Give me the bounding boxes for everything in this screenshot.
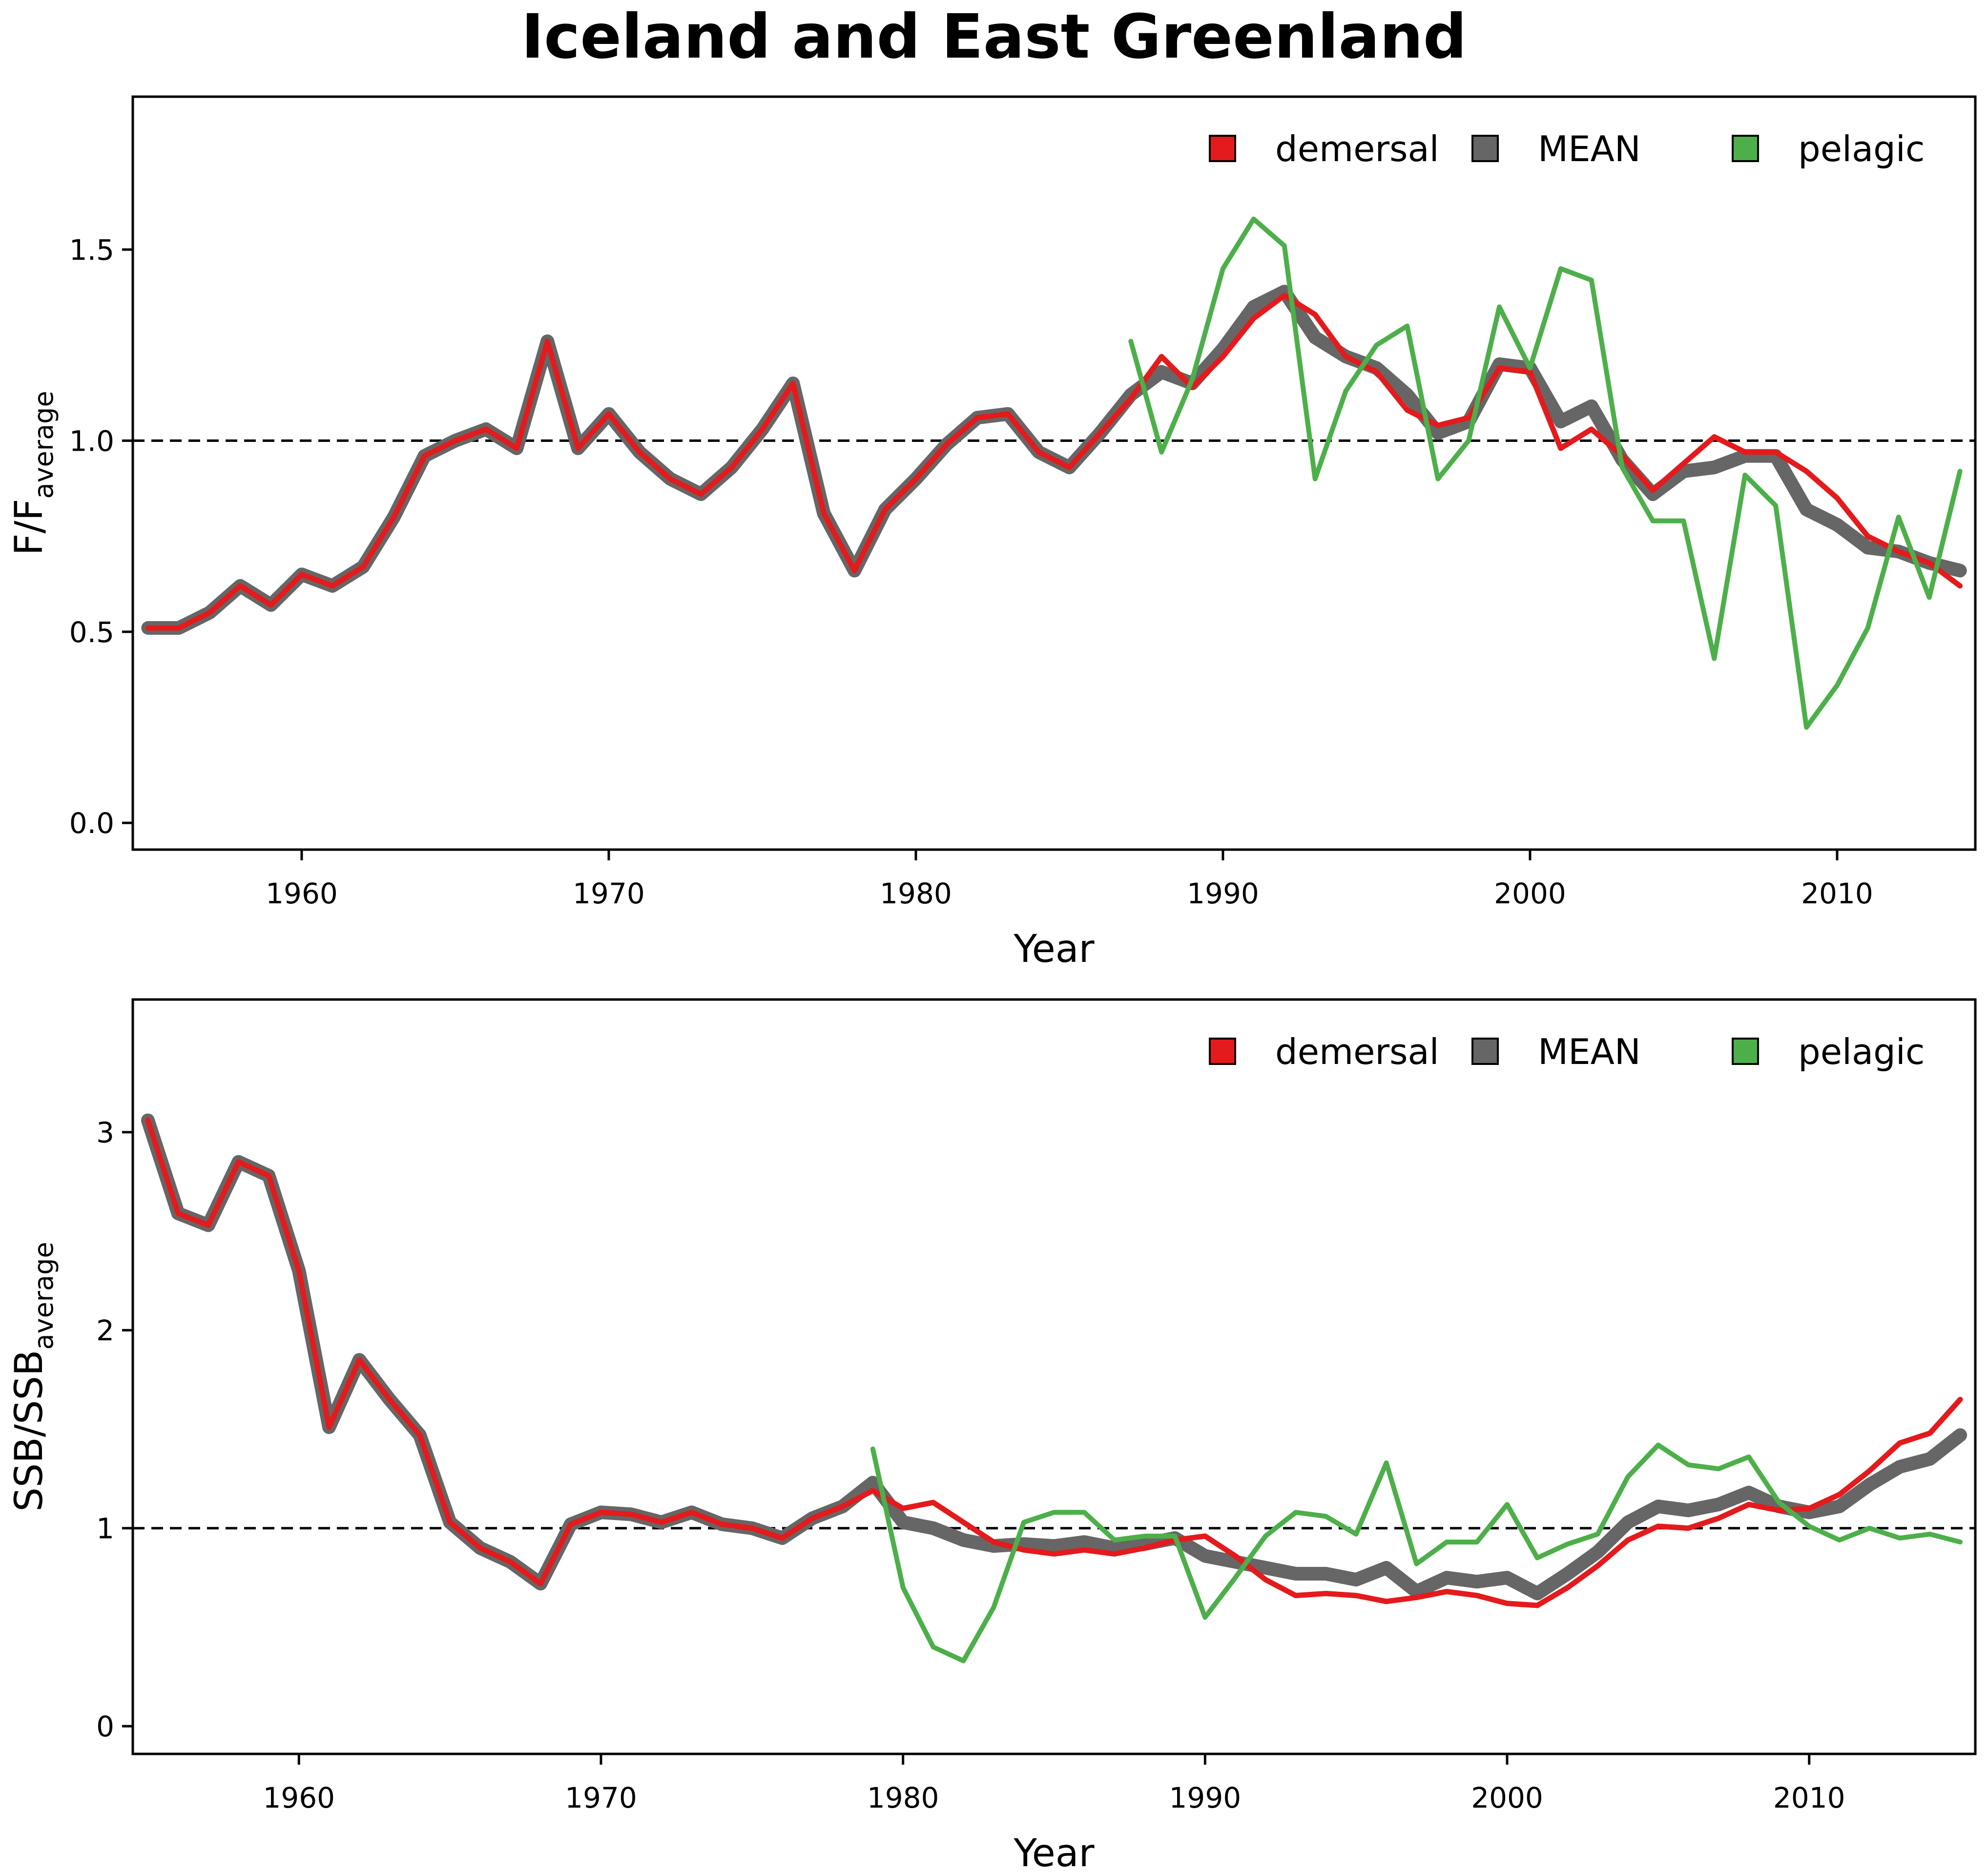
f-legend-demersal-swatch (1209, 135, 1236, 162)
ssb-y-tick-label: 0 (96, 1710, 114, 1743)
f-y-tick-label: 0.0 (69, 807, 114, 840)
f-legend-mean-label: MEAN (1538, 128, 1641, 169)
ssb-x-tick-label: 2010 (1773, 1781, 1845, 1814)
ssb-y-tick-label: 3 (96, 1116, 114, 1149)
f-legend-pelagic-swatch (1732, 135, 1759, 162)
f-y-axis-title-sub: average (28, 391, 59, 499)
ssb-legend-mean-swatch (1471, 1038, 1499, 1065)
f-x-tick-label: 1960 (266, 877, 338, 910)
ssb-plot-frame (131, 998, 1977, 1755)
ssb-legend-demersal-label: demersal (1275, 1031, 1439, 1072)
ssb-series-mean-line (141, 1113, 1967, 1601)
ssb-y-tick-label: 2 (96, 1314, 114, 1347)
f-x-axis-title: Year (1013, 927, 1095, 971)
ssb-series-demersal-line (145, 1117, 1963, 1608)
ssb-x-tick-label: 1960 (263, 1781, 335, 1814)
ssb-x-tick-label: 1980 (867, 1781, 939, 1814)
ssb-y-axis-title: SSB/SSBaverage (7, 1242, 59, 1511)
ssb-legend-pelagic-label: pelagic (1798, 1031, 1925, 1072)
f-y-tick-label: 0.5 (69, 616, 114, 649)
ssb-x-tick-label: 2000 (1471, 1781, 1543, 1814)
ssb-x-tick-label: 1970 (565, 1781, 637, 1814)
fishing-mortality-panel: 1960 1970 1980 1990 2000 2010 0.0 0.5 1.0 1.5 Year… (7, 95, 1977, 971)
f-legend-demersal-label: demersal (1275, 128, 1439, 169)
ssb-y-tick-label: 1 (96, 1512, 114, 1545)
f-legend-pelagic-label: pelagic (1798, 128, 1925, 169)
f-y-tick-label: 1.0 (69, 424, 114, 458)
ssb-y-axis-title-sub: average (28, 1242, 59, 1350)
f-y-axis-title: F/Faverage (7, 391, 59, 555)
f-plot-frame (131, 95, 1977, 851)
ssb-y-axis-title-main: SSB/SSB (7, 1350, 51, 1511)
f-x-tick-label: 2010 (1801, 877, 1873, 910)
f-x-tick-label: 1980 (880, 877, 952, 910)
ssb-x-tick-label: 1990 (1169, 1781, 1242, 1814)
main-title: Iceland and East Greenland (521, 1, 1467, 72)
ssb-legend-demersal-swatch (1209, 1038, 1236, 1065)
ssb-legend-mean-label: MEAN (1538, 1031, 1641, 1072)
f-x-tick-label: 2000 (1494, 877, 1566, 910)
f-y-tick-label: 1.5 (69, 233, 114, 267)
ssb-series-pelagic-line (870, 1442, 1963, 1664)
ssb-legend-pelagic-swatch (1732, 1038, 1759, 1065)
f-x-tick-label: 1970 (573, 877, 645, 910)
f-y-axis-title-main: F/F (7, 499, 51, 556)
f-series-demersal-line (145, 292, 1963, 631)
spawning-biomass-panel: 1960 1970 1980 1990 2000 2010 0 1 2 3 Year SSB/SSBa… (7, 998, 1977, 1875)
f-x-tick-label: 1990 (1187, 877, 1259, 910)
ssb-x-axis-title: Year (1013, 1832, 1095, 1875)
f-series-pelagic-line (1128, 216, 1963, 730)
f-legend-mean-swatch (1471, 135, 1499, 162)
